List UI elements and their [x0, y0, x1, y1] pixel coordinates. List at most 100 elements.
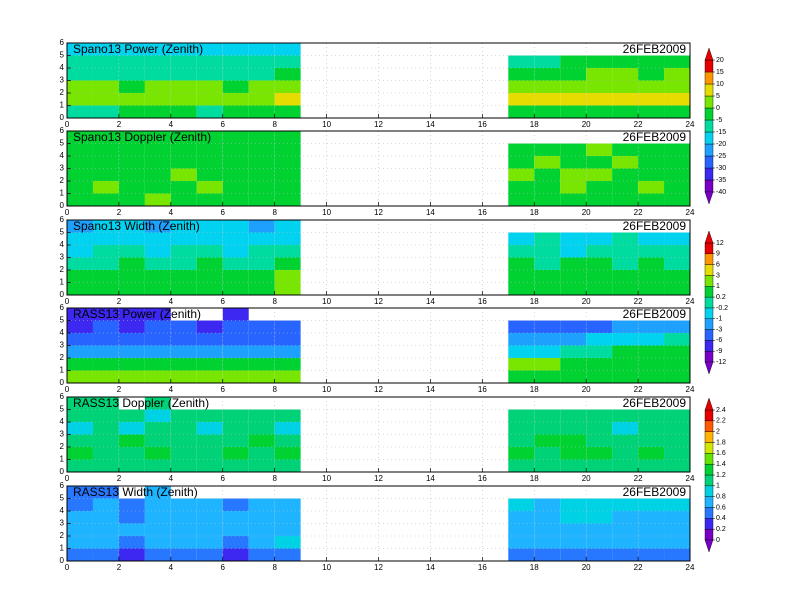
- heat-cell: [196, 345, 223, 358]
- heat-cell: [560, 270, 587, 283]
- y-tick-label: 4: [60, 328, 65, 337]
- heat-cell: [612, 93, 639, 106]
- heat-cell: [67, 232, 93, 245]
- x-tick-label: 16: [478, 563, 487, 572]
- heat-cell: [248, 105, 275, 118]
- heat-cell: [196, 434, 223, 447]
- heat-cell: [534, 105, 561, 118]
- heat-cell: [196, 168, 223, 181]
- heat-cell: [560, 55, 587, 68]
- heat-cell: [560, 447, 587, 460]
- colorbar-segment: [704, 485, 714, 497]
- heat-cell: [144, 68, 171, 81]
- heat-cell: [274, 409, 301, 422]
- x-tick-label: 18: [530, 120, 539, 129]
- x-tick-label: 22: [634, 474, 643, 483]
- heat-cell: [170, 80, 197, 93]
- heat-cell: [586, 345, 613, 358]
- heat-cell: [612, 459, 639, 472]
- heat-cell: [222, 68, 249, 81]
- heat-cell: [144, 409, 171, 422]
- heat-cell: [92, 397, 119, 410]
- heat-cell: [118, 220, 145, 233]
- heat-cell: [638, 447, 665, 460]
- heat-cell: [508, 548, 535, 561]
- heat-cell: [534, 434, 561, 447]
- y-tick-label: 1: [60, 278, 65, 287]
- colorbar-segment: [704, 420, 714, 432]
- x-tick-label: 6: [221, 120, 226, 129]
- heat-cell: [144, 422, 171, 435]
- heat-cell: [274, 282, 301, 295]
- panel-date: 26FEB2009: [623, 130, 687, 144]
- heat-cell: [534, 536, 561, 549]
- heat-cell: [508, 498, 535, 511]
- heat-cell: [196, 105, 223, 118]
- heat-cell: [118, 447, 145, 460]
- panel-date: 26FEB2009: [623, 219, 687, 233]
- heat-cell: [612, 511, 639, 524]
- panel-title: Spano13 Doppler (Zenith): [73, 130, 211, 144]
- heat-cell: [586, 232, 613, 245]
- x-tick-label: 16: [478, 208, 487, 217]
- heat-cell: [586, 447, 613, 460]
- heat-cell: [222, 333, 249, 346]
- heat-cell: [170, 168, 197, 181]
- heat-cell: [118, 434, 145, 447]
- colorbar-label: 6: [716, 261, 720, 268]
- heat-cell: [612, 345, 639, 358]
- heat-cell: [67, 397, 93, 410]
- heat-cell: [196, 548, 223, 561]
- heat-cell: [170, 43, 197, 56]
- heat-cell: [248, 131, 275, 144]
- panel-title: RASS13 Width (Zenith): [73, 485, 198, 499]
- heat-cell: [222, 523, 249, 536]
- y-tick-label: 1: [60, 544, 65, 553]
- heat-cell: [534, 55, 561, 68]
- heat-cell: [170, 245, 197, 258]
- panel-title: Spano13 Width (Zenith): [73, 219, 200, 233]
- heat-cell: [664, 358, 690, 371]
- heat-cell: [118, 358, 145, 371]
- heat-cell: [92, 105, 119, 118]
- heat-cell: [248, 409, 275, 422]
- heat-cell: [67, 536, 93, 549]
- heat-cell: [144, 131, 171, 144]
- heat-cell: [118, 131, 145, 144]
- x-tick-label: 8: [272, 474, 277, 483]
- heat-cell: [638, 245, 665, 258]
- heat-cell: [638, 105, 665, 118]
- heat-cell: [196, 93, 223, 106]
- heat-cell: [67, 143, 93, 156]
- heat-cell: [144, 257, 171, 270]
- heat-cell: [222, 232, 249, 245]
- heat-cell: [664, 370, 690, 383]
- heat-cell: [92, 80, 119, 93]
- colorbar-segment: [704, 286, 714, 298]
- heat-cell: [586, 358, 613, 371]
- heat-cell: [664, 548, 690, 561]
- y-tick-label: 2: [60, 265, 65, 274]
- heat-cell: [222, 156, 249, 169]
- heat-cell: [118, 409, 145, 422]
- y-tick-label: 4: [60, 63, 65, 72]
- heat-cell: [534, 168, 561, 181]
- heat-cell: [92, 370, 119, 383]
- y-tick-label: 3: [60, 164, 65, 173]
- colorbar-segment: [704, 143, 714, 157]
- heat-cell: [222, 257, 249, 270]
- x-tick-label: 4: [169, 474, 174, 483]
- heat-cell: [586, 80, 613, 93]
- heat-cell: [222, 358, 249, 371]
- heat-cell: [196, 370, 223, 383]
- heat-cell: [508, 370, 535, 383]
- heat-cell: [274, 320, 301, 333]
- heat-cell: [248, 193, 275, 206]
- heat-cell: [274, 105, 301, 118]
- heat-cell: [196, 232, 223, 245]
- heat-cell: [144, 93, 171, 106]
- heat-cell: [508, 80, 535, 93]
- heat-cell: [664, 434, 690, 447]
- heat-cell: [534, 345, 561, 358]
